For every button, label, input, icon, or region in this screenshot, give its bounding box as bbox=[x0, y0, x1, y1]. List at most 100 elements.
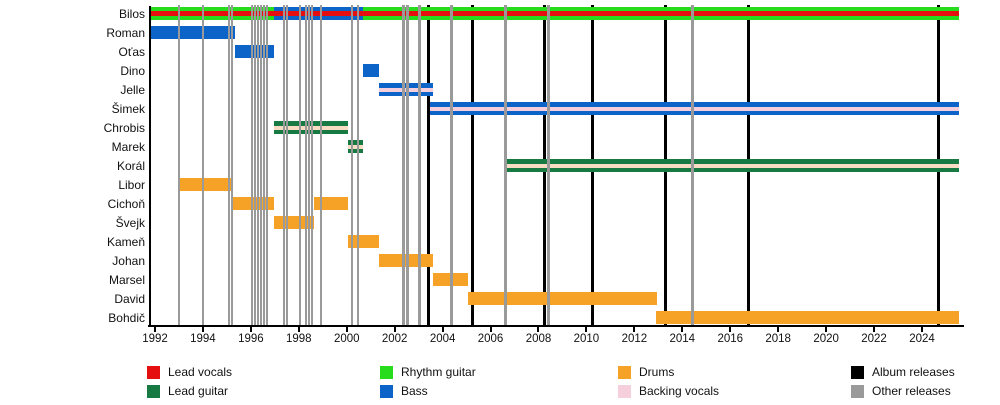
member-label-12: Švejk bbox=[115, 215, 145, 230]
legend-swatch-lead-vocals bbox=[147, 366, 160, 379]
member-label-7: Chrobis bbox=[103, 120, 145, 135]
x-axis-year-label: 2016 bbox=[717, 333, 744, 345]
x-axis-year-label: 2000 bbox=[333, 333, 360, 345]
x-axis-tick bbox=[729, 327, 732, 332]
other-release-line bbox=[319, 5, 323, 325]
legend-swatch-album-releases bbox=[851, 366, 864, 379]
other-release-line bbox=[418, 5, 421, 325]
timeline-bar bbox=[362, 7, 960, 20]
member-label-1: Bilos bbox=[118, 6, 145, 21]
other-release-line bbox=[547, 5, 550, 325]
backing-vocals-stripe bbox=[378, 87, 433, 92]
member-label-5: Jelle bbox=[120, 82, 145, 97]
x-axis-year-label: 2012 bbox=[621, 333, 648, 345]
x-axis-tick bbox=[297, 327, 300, 332]
x-axis-year-label: 2006 bbox=[477, 333, 504, 345]
other-release-line bbox=[230, 5, 234, 325]
legend-swatch-other-releases bbox=[851, 385, 864, 398]
album-release-line bbox=[427, 5, 431, 325]
other-release-line bbox=[450, 5, 453, 325]
other-release-line bbox=[504, 5, 507, 325]
timeline-bar bbox=[505, 159, 960, 172]
other-release-line bbox=[307, 5, 311, 325]
x-axis-tick bbox=[489, 327, 492, 332]
member-label-10: Libor bbox=[118, 177, 145, 192]
lead-vocals-stripe bbox=[362, 11, 960, 16]
x-axis-tick bbox=[249, 327, 252, 332]
legend-swatch-lead-guitar bbox=[147, 385, 160, 398]
x-axis-tick bbox=[537, 327, 540, 332]
x-axis-tick bbox=[920, 327, 923, 332]
x-axis-tick bbox=[681, 327, 684, 332]
member-label-6: Šimek bbox=[111, 101, 145, 116]
member-label-3: Oťas bbox=[118, 44, 145, 59]
timeline-bar bbox=[150, 26, 235, 39]
timeline-bar bbox=[273, 7, 363, 20]
x-axis-year-label: 2010 bbox=[573, 333, 600, 345]
member-label-11: Cichoň bbox=[107, 196, 145, 211]
member-label-15: Marsel bbox=[108, 272, 145, 287]
legend-swatch-rhythm-guitar bbox=[380, 366, 393, 379]
legend-swatch-drums bbox=[618, 366, 631, 379]
x-axis-tick bbox=[393, 327, 396, 332]
legend-label-drums: Drums bbox=[639, 365, 675, 379]
timeline-bar bbox=[429, 102, 960, 115]
x-axis-tick bbox=[345, 327, 348, 332]
backing-vocals-stripe bbox=[429, 106, 960, 111]
timeline-bar bbox=[467, 292, 658, 305]
x-axis-year-label: 2022 bbox=[861, 333, 887, 345]
other-release-line bbox=[356, 5, 359, 325]
x-axis-tick bbox=[585, 327, 588, 332]
legend-swatch-backing-vocals bbox=[618, 385, 631, 398]
x-axis-tick bbox=[201, 327, 204, 332]
x-axis-year-label: 2004 bbox=[429, 333, 456, 345]
other-release-line bbox=[406, 5, 409, 325]
other-release-line bbox=[282, 5, 285, 325]
x-axis-year-label: 1996 bbox=[238, 333, 264, 345]
timeline-bar bbox=[362, 64, 379, 77]
x-axis-tick bbox=[441, 327, 444, 332]
timeline-bar bbox=[656, 311, 960, 324]
member-label-14: Johan bbox=[112, 253, 145, 268]
other-release-line bbox=[250, 5, 254, 325]
other-release-line bbox=[227, 5, 230, 325]
lead-vocals-stripe bbox=[150, 11, 274, 16]
x-axis-year-label: 1994 bbox=[190, 333, 216, 345]
timeline-bar bbox=[432, 273, 468, 286]
x-axis-year-label: 2018 bbox=[765, 333, 791, 345]
x-axis-year-label: 2002 bbox=[381, 333, 408, 345]
other-release-line bbox=[262, 5, 265, 325]
legend-label-album-releases: Album releases bbox=[872, 365, 955, 379]
x-axis-year-label: 2014 bbox=[669, 333, 696, 345]
x-axis-year-label: 1992 bbox=[142, 333, 168, 345]
other-release-line bbox=[691, 5, 694, 325]
timeline-bar bbox=[150, 7, 274, 20]
legend-label-other-releases: Other releases bbox=[872, 384, 951, 398]
x-axis-year-label: 2024 bbox=[909, 333, 935, 345]
x-axis-year-label: 2008 bbox=[525, 333, 552, 345]
x-axis-tick bbox=[873, 327, 876, 332]
legend-label-rhythm-guitar: Rhythm guitar bbox=[401, 365, 476, 379]
timeline-bar bbox=[347, 235, 379, 248]
backing-vocals-stripe bbox=[505, 163, 960, 168]
legend-label-lead-guitar: Lead guitar bbox=[168, 384, 229, 398]
other-release-line bbox=[265, 5, 269, 325]
other-release-line bbox=[285, 5, 289, 325]
member-label-2: Roman bbox=[106, 25, 145, 40]
x-axis-tick bbox=[825, 327, 828, 332]
member-label-8: Marek bbox=[111, 139, 145, 154]
other-release-line bbox=[350, 5, 353, 325]
backing-vocals-stripe bbox=[347, 144, 363, 149]
x-axis-tick bbox=[154, 327, 156, 332]
x-axis-tick bbox=[633, 327, 636, 332]
other-release-line bbox=[201, 5, 205, 325]
member-label-13: Kameň bbox=[106, 234, 145, 249]
legend-label-bass: Bass bbox=[401, 384, 428, 398]
other-release-line bbox=[310, 5, 313, 325]
other-release-line bbox=[298, 5, 301, 325]
legend-label-backing-vocals: Backing vocals bbox=[639, 384, 720, 398]
other-release-line bbox=[177, 5, 181, 325]
other-release-line bbox=[259, 5, 263, 325]
timeline-bar bbox=[178, 178, 232, 191]
